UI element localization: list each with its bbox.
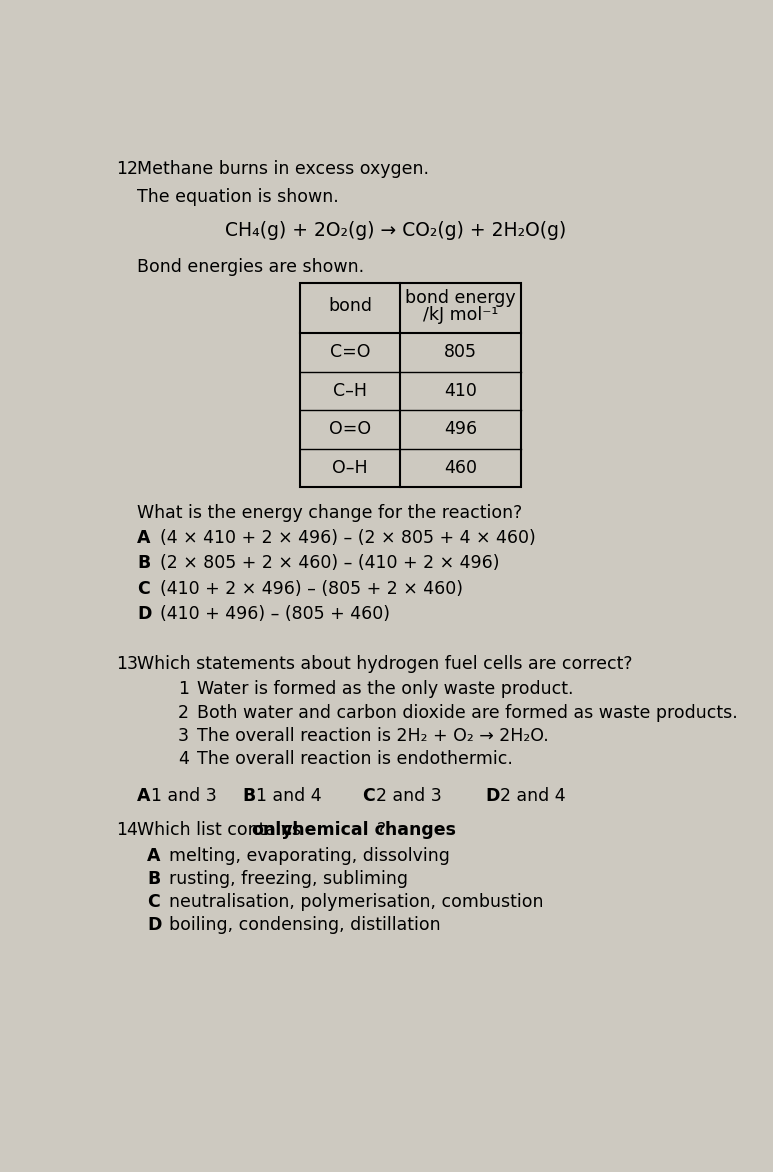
- Text: C: C: [362, 786, 374, 805]
- Text: D: D: [147, 917, 162, 934]
- Text: 410: 410: [444, 382, 477, 400]
- Text: ?: ?: [377, 822, 386, 839]
- Text: C=O: C=O: [330, 343, 370, 361]
- Text: 1: 1: [178, 681, 189, 699]
- Text: 14: 14: [116, 822, 138, 839]
- Text: 2: 2: [178, 703, 189, 722]
- Text: B: B: [242, 786, 256, 805]
- Text: (410 + 496) – (805 + 460): (410 + 496) – (805 + 460): [160, 605, 390, 624]
- Text: B: B: [137, 554, 150, 572]
- Text: 2 and 3: 2 and 3: [376, 786, 441, 805]
- Text: O–H: O–H: [332, 459, 368, 477]
- Text: The equation is shown.: The equation is shown.: [137, 189, 339, 206]
- Text: 1 and 4: 1 and 4: [257, 786, 322, 805]
- Text: bond: bond: [328, 297, 372, 315]
- Text: (410 + 2 × 496) – (805 + 2 × 460): (410 + 2 × 496) – (805 + 2 × 460): [160, 579, 463, 598]
- Text: Both water and carbon dioxide are formed as waste products.: Both water and carbon dioxide are formed…: [197, 703, 738, 722]
- Text: B: B: [147, 870, 160, 888]
- Text: bond energy: bond energy: [405, 289, 516, 307]
- Text: (2 × 805 + 2 × 460) – (410 + 2 × 496): (2 × 805 + 2 × 460) – (410 + 2 × 496): [160, 554, 499, 572]
- Text: 12: 12: [116, 159, 138, 178]
- Text: CH₄(g) + 2O₂(g) → CO₂(g) + 2H₂O(g): CH₄(g) + 2O₂(g) → CO₂(g) + 2H₂O(g): [225, 222, 567, 240]
- Text: 3: 3: [178, 727, 189, 744]
- Text: /kJ mol⁻¹: /kJ mol⁻¹: [423, 306, 498, 325]
- Text: Which statements about hydrogen fuel cells are correct?: Which statements about hydrogen fuel cel…: [137, 655, 632, 673]
- Text: A: A: [137, 786, 151, 805]
- Text: D: D: [485, 786, 500, 805]
- Text: C: C: [137, 579, 150, 598]
- Text: 4: 4: [178, 750, 189, 768]
- Text: chemical changes: chemical changes: [282, 822, 456, 839]
- Text: 496: 496: [444, 421, 477, 438]
- Text: 805: 805: [444, 343, 477, 361]
- Text: rusting, freezing, subliming: rusting, freezing, subliming: [169, 870, 407, 888]
- Text: C: C: [147, 893, 160, 911]
- Text: Water is formed as the only waste product.: Water is formed as the only waste produc…: [197, 681, 574, 699]
- Text: only: only: [252, 822, 293, 839]
- Text: O=O: O=O: [329, 421, 371, 438]
- Text: D: D: [137, 605, 152, 624]
- Text: Which list contains: Which list contains: [137, 822, 306, 839]
- Text: C–H: C–H: [333, 382, 367, 400]
- Text: 2 and 4: 2 and 4: [499, 786, 565, 805]
- Text: What is the energy change for the reaction?: What is the energy change for the reacti…: [137, 504, 523, 522]
- Text: 13: 13: [116, 655, 138, 673]
- Text: A: A: [137, 529, 151, 546]
- Bar: [300, 284, 520, 488]
- Text: melting, evaporating, dissolving: melting, evaporating, dissolving: [169, 846, 450, 865]
- Text: The overall reaction is 2H₂ + O₂ → 2H₂O.: The overall reaction is 2H₂ + O₂ → 2H₂O.: [197, 727, 549, 744]
- Text: A: A: [147, 846, 161, 865]
- Text: The overall reaction is endothermic.: The overall reaction is endothermic.: [197, 750, 513, 768]
- Text: 1 and 3: 1 and 3: [151, 786, 216, 805]
- Text: boiling, condensing, distillation: boiling, condensing, distillation: [169, 917, 441, 934]
- Text: neutralisation, polymerisation, combustion: neutralisation, polymerisation, combusti…: [169, 893, 543, 911]
- Text: Bond energies are shown.: Bond energies are shown.: [137, 259, 364, 277]
- Text: 460: 460: [444, 459, 477, 477]
- Text: Methane burns in excess oxygen.: Methane burns in excess oxygen.: [137, 159, 429, 178]
- Text: (4 × 410 + 2 × 496) – (2 × 805 + 4 × 460): (4 × 410 + 2 × 496) – (2 × 805 + 4 × 460…: [160, 529, 536, 546]
